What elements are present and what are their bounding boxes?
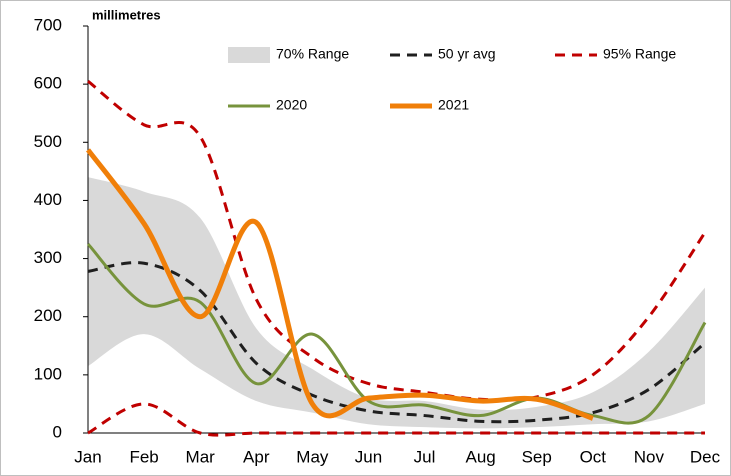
x-tick-label: Aug [466,447,496,466]
y-tick-label: 100 [34,364,62,383]
x-tick-label: Nov [634,447,665,466]
y-tick-label: 300 [34,248,62,267]
y-axis-label: millimetres [92,7,161,22]
y-tick-label: 400 [34,190,62,209]
y-tick-label: 200 [34,306,62,325]
y-tick-label: 700 [34,15,62,34]
x-tick-label: May [296,447,329,466]
legend-label: 50 yr avg [438,46,496,62]
legend-swatch [228,47,270,63]
x-tick-label: Jan [74,447,101,466]
legend-label: 2020 [276,97,307,113]
data-line [86,148,594,421]
y-tick-label: 500 [34,132,62,151]
legend-label: 95% Range [603,46,676,62]
range-band [88,177,705,429]
x-tick-label: Apr [243,447,270,466]
data-line [86,243,707,425]
x-tick-label: Sep [522,447,552,466]
y-tick-label: 0 [53,422,62,441]
x-tick-label: Dec [690,447,721,466]
data-line [87,80,707,402]
x-tick-label: Oct [580,447,607,466]
x-tick-label: Mar [186,447,216,466]
data-line [87,261,706,424]
y-tick-label: 600 [34,74,62,93]
x-tick-label: Jun [355,447,382,466]
x-tick-label: Jul [414,447,436,466]
x-tick-label: Feb [129,447,158,466]
legend-label: 70% Range [276,46,349,62]
legend-label: 2021 [438,97,469,113]
data-line [87,402,705,437]
